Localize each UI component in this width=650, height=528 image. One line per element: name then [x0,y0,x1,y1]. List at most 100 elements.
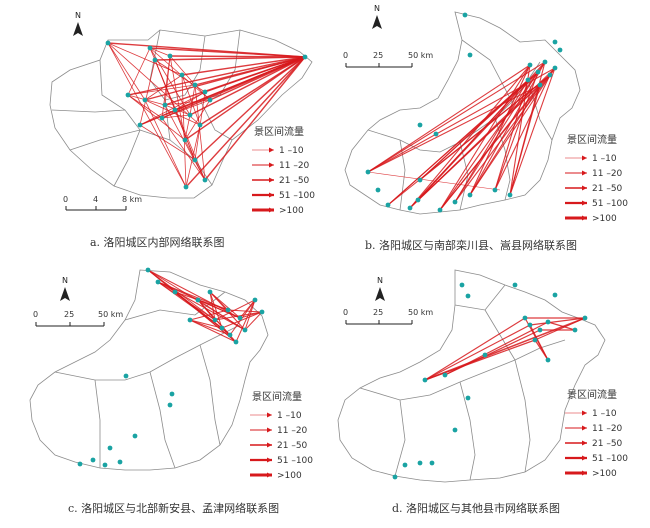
scale-label-2: 50 km [408,308,433,317]
legend-arrow-icon [269,177,274,183]
scenic-site-point [452,199,458,205]
scenic-site-point [219,325,225,331]
scenic-site-point [167,53,173,59]
scenic-site-point [123,373,129,379]
flow-line [439,67,556,211]
scenic-site-point [417,460,423,466]
scenic-site-point [107,445,113,451]
scenic-site-point [227,332,233,338]
panel-c-north-arrow: N [60,276,70,301]
north-arrow-icon [375,287,385,301]
scale-label-1: 25 [64,310,74,319]
legend-label-3: 21 –50 [277,441,308,451]
scenic-site-point [102,462,108,468]
scenic-site-point [542,59,548,65]
scenic-site-point [183,184,189,190]
flow-line [184,99,211,141]
flow-line [494,74,551,191]
scenic-site-point [545,357,551,363]
panel-d-north-arrow: N [375,276,385,301]
flow-line [174,291,229,311]
legend-label-1: 1 –10 [277,411,302,421]
flow-line [209,291,223,329]
flow-line [189,319,231,336]
scenic-site-point [145,267,151,273]
flow-line [161,117,206,181]
flow-line [494,79,529,191]
flow-line [161,114,191,119]
scenic-site-point [527,62,533,68]
legend-title: 景区间流量 [252,390,302,403]
north-arrow-icon [60,287,70,301]
flow-line [509,67,556,196]
flow-line [469,61,546,196]
scenic-site-point [172,107,178,113]
scenic-site-point [172,289,178,295]
legend-arrow-icon [582,410,587,416]
flow-line [127,84,196,96]
flow-line [529,317,586,326]
legend-arrow-icon [267,442,272,448]
flow-line [189,56,306,116]
legend-title: 景区间流量 [567,388,617,401]
flow-line [194,56,306,161]
panel-c-scenic-sites [77,267,265,468]
panel-a-scenic-sites [105,40,308,190]
legend-arrow-icon [267,427,272,433]
scale-label-2: 50 km [408,51,433,60]
legend-arrow-icon [582,200,587,206]
scenic-site-point [179,72,185,78]
scenic-site-point [417,177,423,183]
panel-c-legend: 景区间流量 1 –10 11 –20 21 –50 51 –100 >100 [250,390,313,481]
scenic-site-point [535,69,541,75]
flow-line [107,42,146,101]
panel-c-caption: c. 洛阳城区与北部新安县、孟津网络联系图 [68,501,279,515]
flow-line [169,55,306,58]
flow-line [174,91,206,111]
flow-line [189,84,196,116]
flow-line [139,59,156,126]
scale-label-0: 0 [343,51,348,60]
scenic-site-point [417,122,423,128]
flow-line [221,311,263,329]
flow-line [174,291,237,343]
scenic-site-point [415,197,421,203]
scenic-site-point [162,102,168,108]
panel-b-legend: 景区间流量 1 –10 11 –20 21 –50 51 –100 >100 [565,133,628,224]
scenic-site-point [197,122,203,128]
flow-line [149,47,171,57]
scenic-site-point [467,192,473,198]
legend-arrow-icon [267,412,272,418]
scenic-site-point [492,187,498,193]
flow-line [367,61,546,173]
flow-line [107,42,187,188]
panel-c-map: N 0 25 50 km 景区间流量 1 –10 11 –20 21 –50 51 –1… [29,267,313,515]
legend-arrow-icon [582,440,587,446]
scale-label-1: 25 [373,51,383,60]
scenic-site-point [242,327,248,333]
scenic-site-point [192,157,198,163]
legend-arrow-icon [582,215,587,221]
panel-d-county-boundaries [337,269,606,483]
legend-arrow-icon [582,425,587,431]
flow-line [235,299,256,343]
scenic-site-point [195,297,201,303]
flow-line [424,317,586,381]
flow-line [189,309,229,321]
flow-line [144,99,187,188]
flow-line [184,114,191,141]
scale-label-1: 25 [373,308,383,317]
scenic-site-point [545,319,551,325]
scenic-site-point [207,97,213,103]
legend-label-1: 1 –10 [592,409,617,419]
scenic-site-point [375,187,381,193]
panel-c-scale-bar: 0 25 50 km [33,310,123,327]
panel-d-scale-bar: 0 25 50 km [343,308,433,325]
panel-a-scale-bar: 0 4 8 km [63,195,142,211]
flow-line [227,309,263,313]
panel-b-scenic-sites [365,12,563,213]
flow-line [147,269,241,319]
panel-d-scenic-sites [392,282,588,480]
scenic-site-point [90,457,96,463]
